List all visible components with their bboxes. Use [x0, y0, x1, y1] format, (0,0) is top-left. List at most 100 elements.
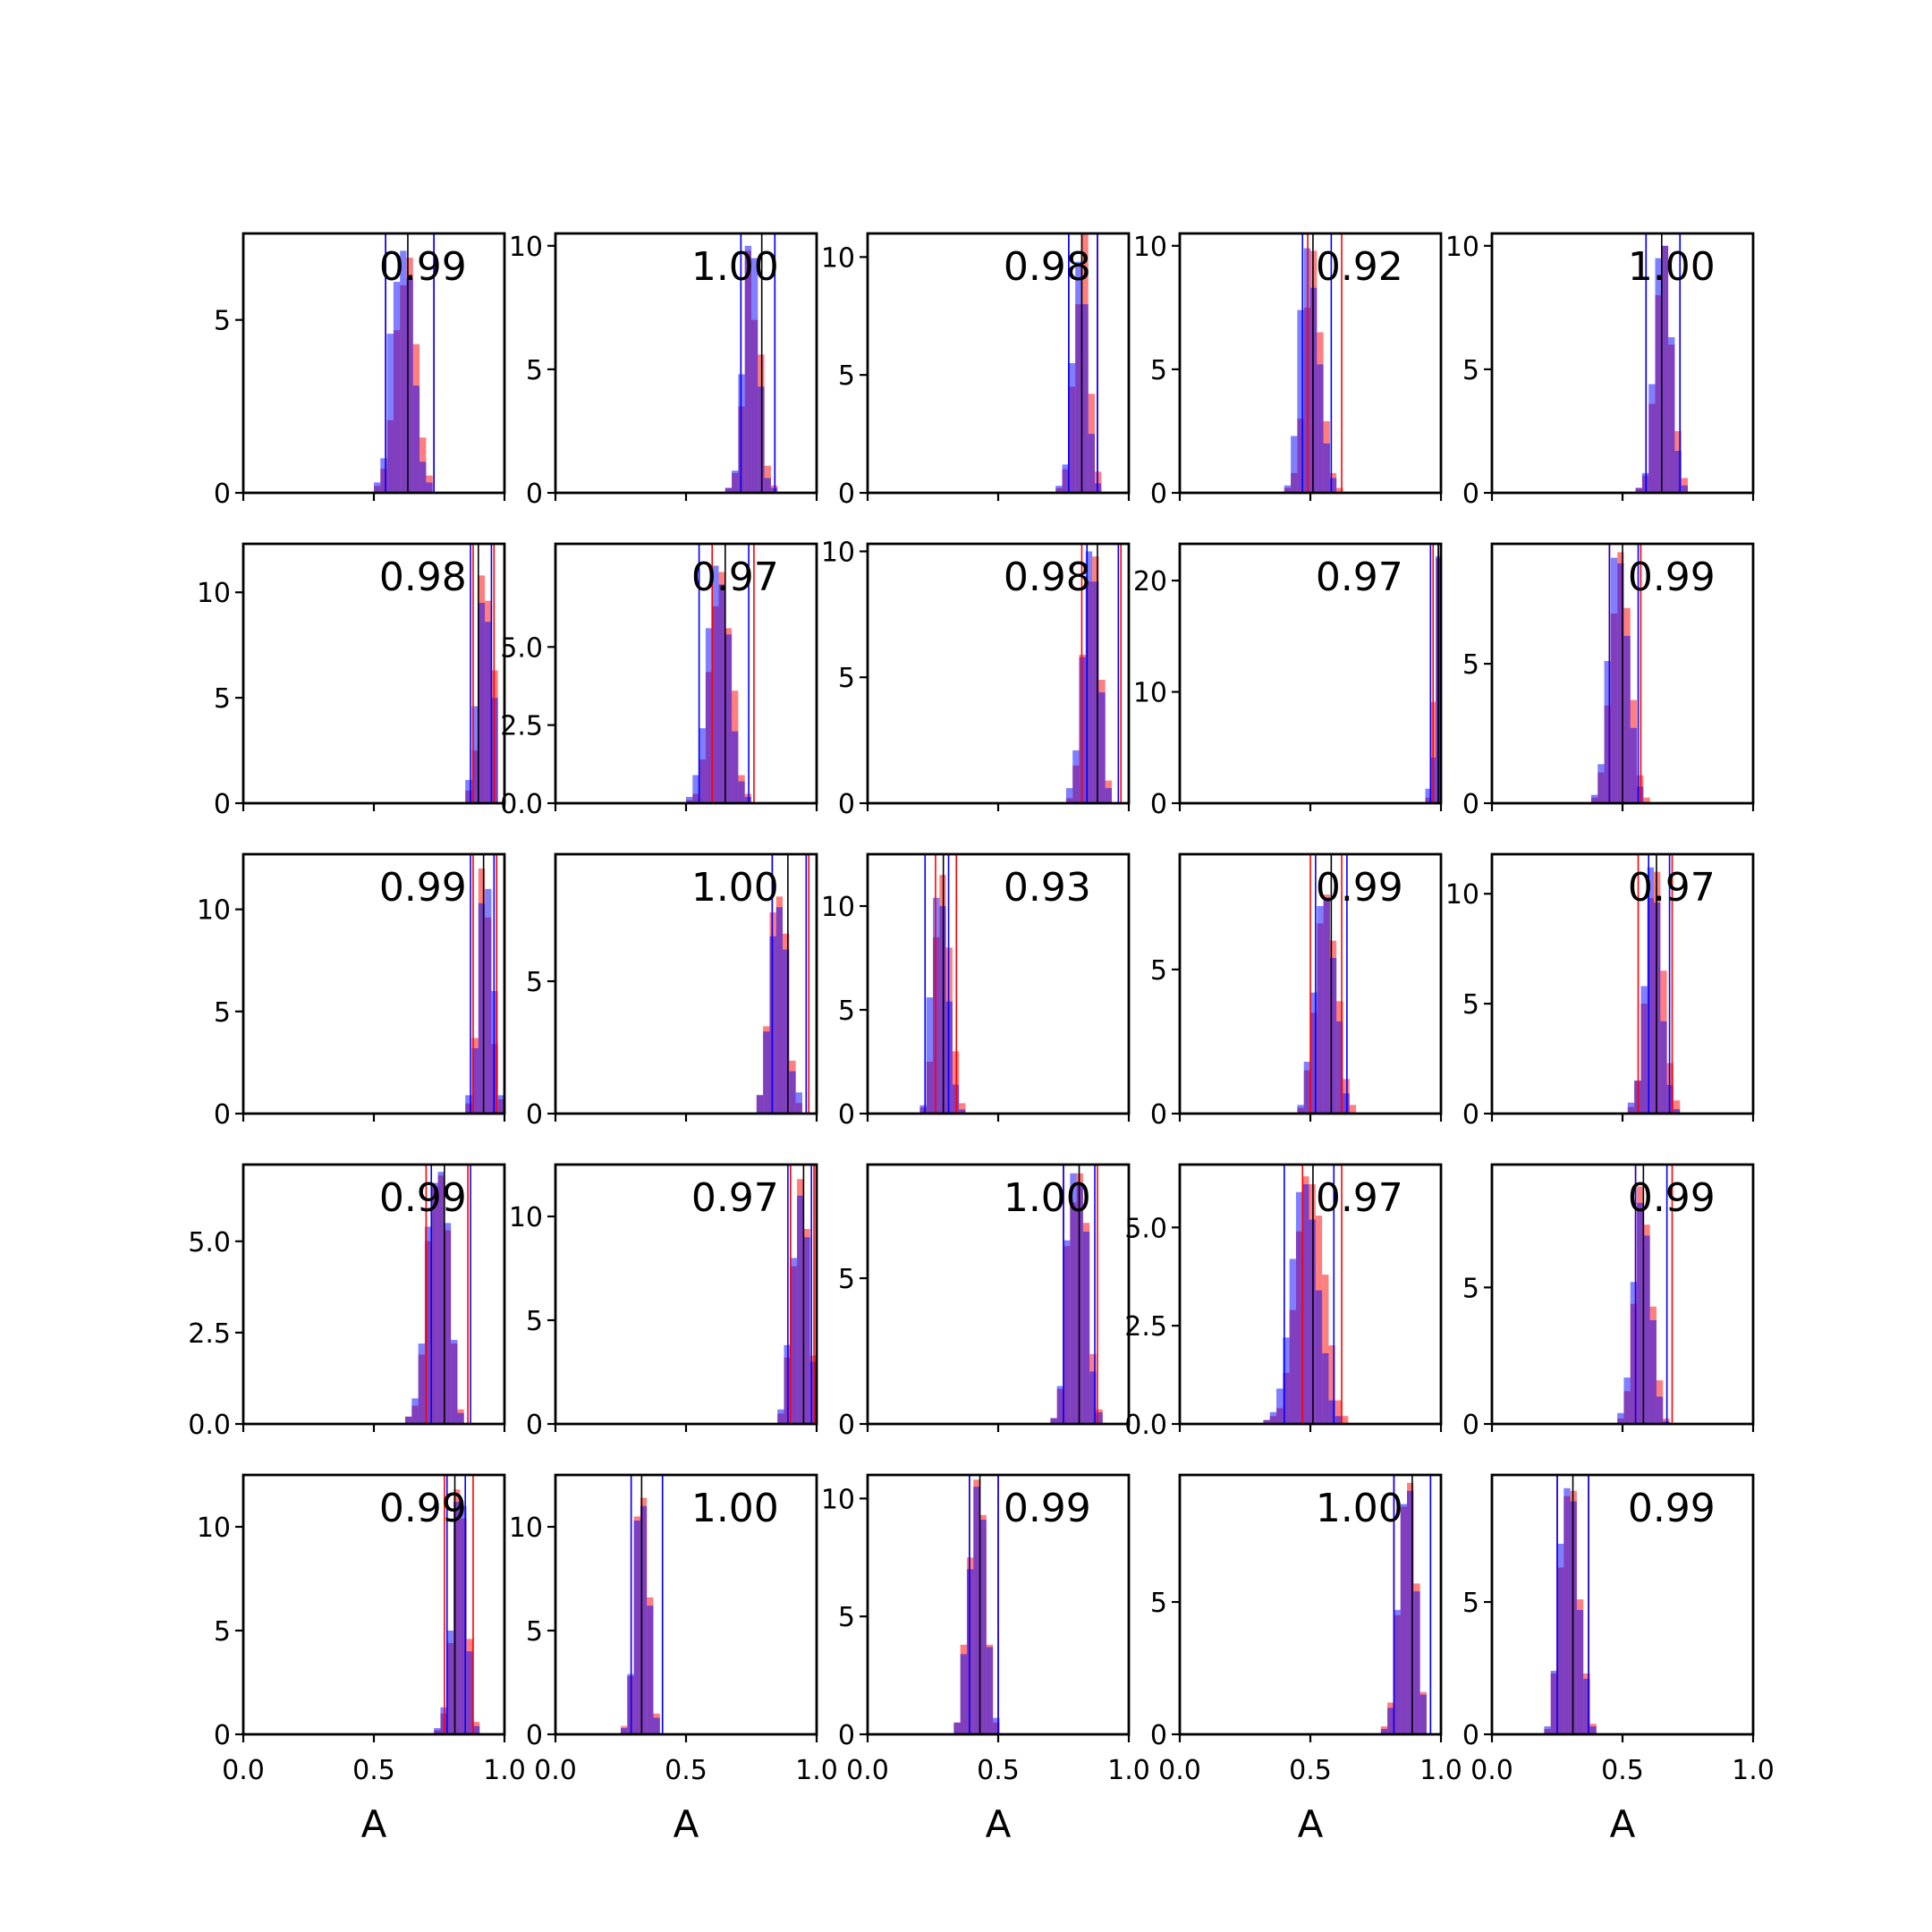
panel-value-label: 1.00	[1316, 1486, 1403, 1531]
panel-value-label: 1.00	[691, 244, 779, 290]
histogram-bar-blue	[1604, 660, 1611, 803]
histogram-bar-blue	[386, 334, 394, 493]
panel-value-label: 0.98	[1004, 555, 1091, 600]
histogram-bar-blue	[724, 487, 733, 493]
x-tick-label: 1.0	[483, 1755, 526, 1786]
panel-value-label: 0.99	[1316, 865, 1403, 911]
plot-area	[756, 854, 810, 1114]
panel-value-label: 0.99	[1004, 1486, 1091, 1531]
panel-value-label: 0.98	[1004, 244, 1091, 290]
histogram-bar-blue	[1637, 1202, 1644, 1424]
histogram-bar-red	[1349, 1105, 1357, 1114]
y-tick-label: 10	[1133, 232, 1167, 263]
histogram-bar-blue	[795, 1092, 802, 1114]
y-tick-label: 0	[214, 1720, 231, 1751]
histogram-bar-blue	[1589, 1726, 1597, 1734]
y-tick-label: 5	[214, 306, 231, 337]
x-tick-label: 1.0	[795, 1755, 838, 1786]
histogram-bar-blue	[1407, 1490, 1414, 1734]
x-tick-label: 0.0	[846, 1755, 889, 1786]
y-tick-label: 5	[526, 355, 543, 386]
histogram-bar-blue	[1660, 1021, 1667, 1114]
y-tick-label: 5	[838, 1264, 855, 1295]
histogram-bar-blue	[1317, 364, 1324, 493]
histogram-bar-blue	[763, 1031, 770, 1114]
histogram-bar-blue	[1088, 434, 1096, 493]
histogram-bar-blue	[1647, 867, 1655, 1114]
y-tick-label: 5	[526, 1616, 543, 1648]
histogram-bar-blue	[1295, 1191, 1303, 1424]
y-tick-label: 5	[214, 997, 231, 1029]
histogram-bar-blue	[1597, 764, 1605, 803]
y-tick-label: 10	[821, 1484, 855, 1515]
histogram-bar-blue	[1098, 692, 1106, 803]
histogram-bar-blue	[1105, 788, 1113, 803]
histogram-bar-blue	[497, 1095, 504, 1114]
histogram-bar-blue	[803, 1237, 810, 1424]
histogram-panel: 0 5 10 0.93	[821, 852, 1131, 1131]
panel-value-label: 0.97	[691, 1175, 779, 1221]
y-tick-label: 2.5	[188, 1318, 231, 1350]
histogram-panel: 051.00	[526, 852, 818, 1131]
panel-value-label: 0.99	[379, 865, 467, 911]
histogram-bar-blue	[1400, 1504, 1408, 1734]
panel-value-label: 0.99	[379, 1486, 467, 1531]
histogram-bar-blue	[1263, 1419, 1270, 1424]
histogram-bar-blue	[738, 781, 745, 803]
y-tick-label: 0	[838, 479, 855, 510]
y-tick-label: 5	[526, 967, 543, 998]
histogram-bar-blue	[465, 1095, 472, 1114]
x-tick-label: 0.5	[1601, 1755, 1644, 1786]
histogram-bar-blue	[633, 1521, 640, 1734]
y-tick-label: 0	[1150, 789, 1167, 820]
histogram-bar-blue	[1394, 1609, 1401, 1734]
histogram-bar-blue	[640, 1505, 648, 1734]
plot-area	[1380, 1475, 1432, 1734]
histogram-bar-blue	[686, 797, 693, 803]
histogram-bar-blue	[1335, 1416, 1343, 1424]
plot-area	[1055, 233, 1102, 493]
y-tick-label: 0	[1462, 1410, 1479, 1441]
histogram-panel: 0 5 0.0 0.5 1.0 0.99 A	[1462, 1473, 1775, 1846]
histogram-bar-blue	[1563, 1487, 1571, 1734]
histogram-bar-blue	[1673, 1109, 1681, 1114]
histogram-bar-blue	[1302, 1183, 1309, 1424]
plot-area	[724, 233, 778, 493]
histogram-bar-red	[1336, 487, 1343, 493]
histogram-panel: 0 10 20 0.97	[1133, 542, 1443, 820]
histogram-bar-blue	[380, 458, 387, 493]
plot-area	[919, 854, 966, 1114]
plot-area	[1263, 1165, 1349, 1424]
histogram-bar-blue	[444, 1223, 452, 1424]
histogram-bar-blue	[471, 706, 479, 803]
histogram-bar-blue	[457, 1412, 464, 1424]
histogram-bar-blue	[777, 1409, 784, 1424]
histogram-bar-red	[1335, 1400, 1343, 1424]
plot-area	[1050, 1165, 1103, 1424]
histogram-bar-blue	[621, 1728, 628, 1734]
y-tick-label: 0	[526, 479, 543, 510]
histogram-bar-blue	[1640, 986, 1648, 1114]
plot-area	[465, 854, 504, 1114]
y-tick-label: 10	[821, 892, 855, 923]
x-tick-label: 0.0	[1470, 1755, 1513, 1786]
x-tick-label: 0.0	[222, 1755, 265, 1786]
histogram-bar-blue	[406, 278, 413, 493]
histogram-bar-blue	[1550, 1670, 1557, 1734]
histogram-bar-blue	[1070, 1173, 1077, 1424]
y-tick-label: 5	[838, 996, 855, 1027]
y-tick-label: 5	[526, 1306, 543, 1337]
histogram-panel: 0 5 10 1.00	[509, 232, 818, 510]
histogram-bar-blue	[1315, 1290, 1323, 1424]
y-tick-label: 10	[197, 895, 231, 927]
histogram-bar-blue	[1055, 486, 1063, 493]
x-axis-label: A	[986, 1802, 1012, 1846]
y-tick-label: 10	[1445, 232, 1479, 263]
x-tick-label: 0.5	[1289, 1755, 1332, 1786]
plot-area	[621, 1475, 664, 1734]
histogram-bar-blue	[744, 245, 751, 493]
histogram-bar-red	[959, 1103, 966, 1114]
y-tick-label: 0	[1462, 479, 1479, 510]
